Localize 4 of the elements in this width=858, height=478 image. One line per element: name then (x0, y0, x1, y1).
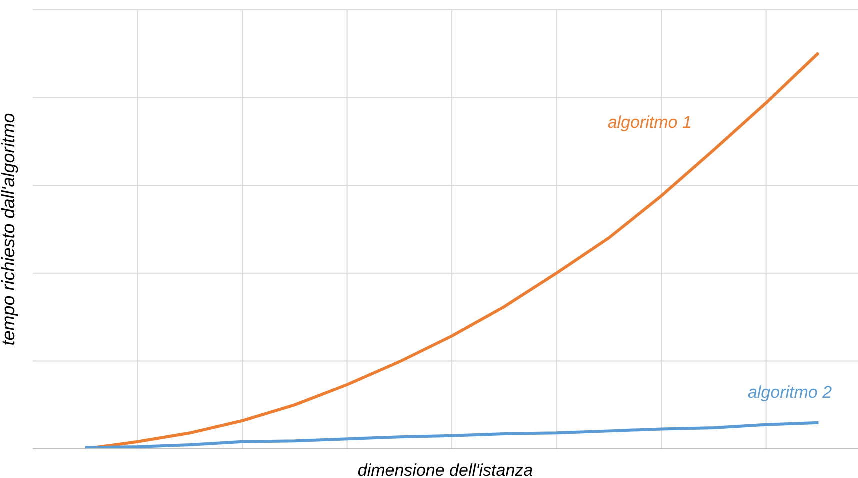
x-axis-title: dimensione dell'istanza (358, 461, 534, 478)
series-label: algoritmo 2 (748, 383, 833, 402)
series-label: algoritmo 1 (608, 113, 692, 132)
y-axis-title: tempo richiesto dall'algoritmo (0, 113, 18, 346)
